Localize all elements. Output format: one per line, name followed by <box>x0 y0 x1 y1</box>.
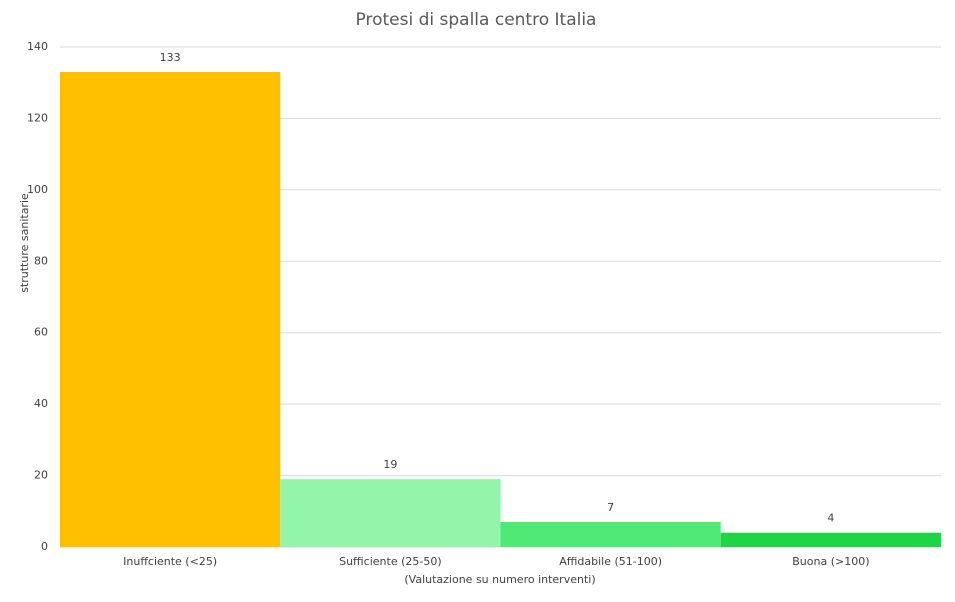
y-tick-label: 20 <box>34 469 48 482</box>
y-tick-label: 60 <box>34 326 48 339</box>
chart-title: Protesi di spalla centro Italia <box>356 10 597 30</box>
x-tick-label: Buona (>100) <box>792 555 869 568</box>
bar <box>500 522 721 547</box>
x-tick-label: Affidabile (51-100) <box>559 555 662 568</box>
data-label: 4 <box>827 512 834 525</box>
x-axis-label: (Valutazione su numero interventi) <box>404 573 595 586</box>
y-tick-label: 120 <box>27 111 48 124</box>
data-label: 133 <box>160 51 181 64</box>
y-tick-label: 80 <box>34 254 48 267</box>
bar <box>280 479 501 547</box>
bar <box>60 72 281 547</box>
y-axis-label: strutture sanitarie <box>18 193 31 293</box>
y-tick-label: 140 <box>27 40 48 53</box>
data-label: 7 <box>607 501 614 514</box>
bar <box>720 532 941 547</box>
y-tick-label: 100 <box>27 183 48 196</box>
x-tick-label: Sufficiente (25-50) <box>339 555 442 568</box>
data-label: 19 <box>383 458 397 471</box>
y-tick-label: 40 <box>34 397 48 410</box>
y-tick-label: 0 <box>41 540 48 553</box>
x-tick-label: Inuffciente (<25) <box>123 555 217 568</box>
